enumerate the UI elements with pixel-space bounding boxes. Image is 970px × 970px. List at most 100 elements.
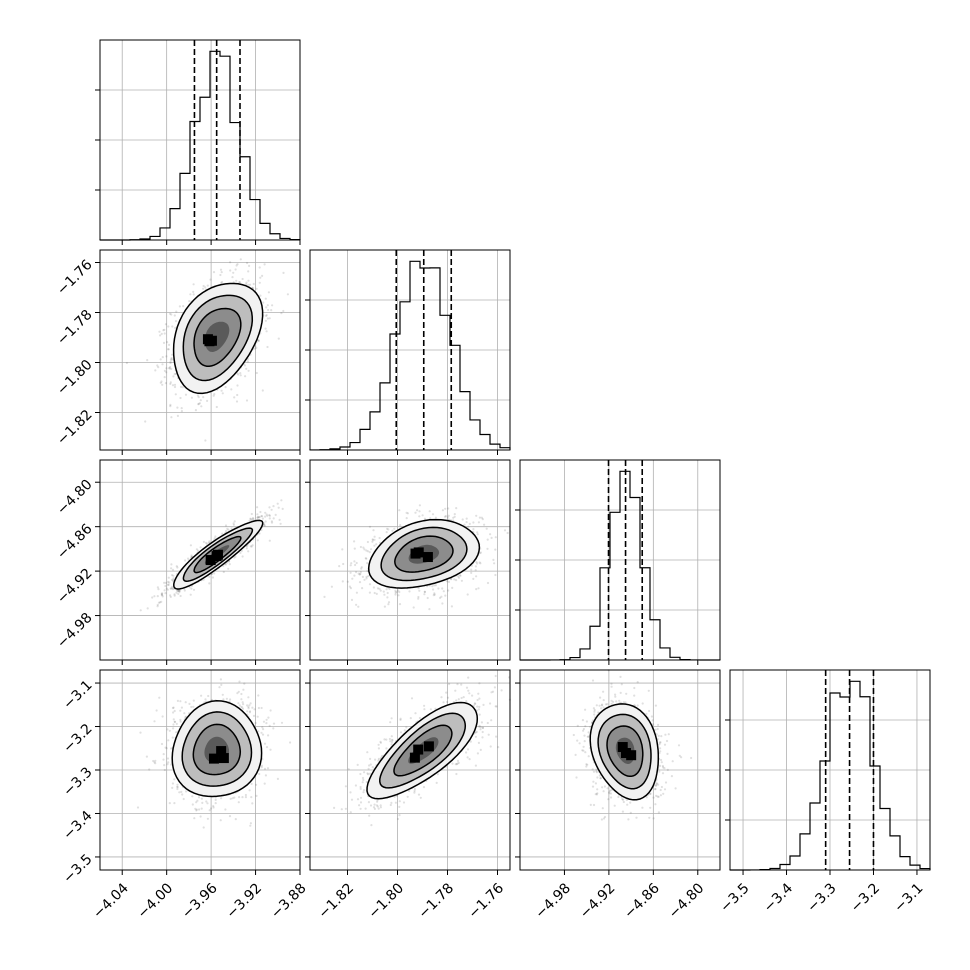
x-tick-label: −3.1 bbox=[891, 880, 926, 915]
scatter-point bbox=[171, 325, 174, 328]
scatter-point bbox=[227, 528, 230, 531]
scatter-point bbox=[219, 273, 222, 277]
scatter-point bbox=[125, 361, 128, 365]
scatter-point bbox=[161, 595, 164, 598]
scatter-point bbox=[489, 745, 492, 748]
y-tick-label: −4.98 bbox=[54, 610, 96, 652]
scatter-point bbox=[168, 312, 172, 315]
scatter-point bbox=[462, 696, 465, 699]
scatter-point bbox=[465, 521, 468, 524]
scatter-point bbox=[228, 560, 231, 563]
scatter-point bbox=[349, 811, 352, 814]
scatter-point bbox=[582, 749, 585, 752]
scatter-point bbox=[247, 283, 250, 286]
scatter-point bbox=[398, 603, 402, 606]
scatter-point bbox=[172, 375, 175, 378]
scatter-point bbox=[159, 358, 162, 361]
scatter-point bbox=[233, 796, 236, 799]
scatter-point bbox=[257, 515, 260, 519]
scatter-point bbox=[171, 782, 174, 785]
scatter-point bbox=[413, 791, 416, 794]
scatter-point bbox=[645, 796, 648, 799]
scatter-point bbox=[468, 692, 471, 695]
scatter-point bbox=[600, 707, 603, 710]
scatter-point bbox=[480, 721, 483, 724]
scatter-point bbox=[441, 602, 444, 605]
scatter-point bbox=[442, 701, 445, 704]
scatter-point bbox=[602, 706, 605, 709]
scatter-point bbox=[375, 804, 378, 807]
scatter-point bbox=[224, 808, 227, 811]
scatter-point bbox=[264, 297, 267, 300]
scatter-point bbox=[244, 796, 247, 799]
scatter-point bbox=[213, 572, 216, 575]
scatter-point bbox=[477, 741, 480, 745]
scatter-point bbox=[364, 807, 367, 810]
histogram-panel-1 bbox=[305, 249, 511, 455]
scatter-point bbox=[659, 750, 662, 753]
scatter-point bbox=[376, 587, 380, 590]
scatter-point bbox=[423, 590, 426, 594]
scatter-point bbox=[432, 588, 435, 591]
scatter-point bbox=[182, 797, 185, 801]
scatter-point bbox=[379, 804, 382, 807]
scatter-point bbox=[583, 740, 586, 743]
scatter-point bbox=[441, 587, 444, 590]
scatter-point bbox=[663, 743, 667, 746]
scatter-point bbox=[610, 796, 613, 799]
scatter-point bbox=[179, 720, 182, 723]
scatter-point bbox=[368, 814, 371, 817]
x-tick-label: −1.76 bbox=[465, 880, 507, 922]
scatter-point bbox=[451, 586, 454, 590]
scatter-point bbox=[610, 699, 613, 702]
scatter-point bbox=[636, 704, 639, 707]
scatter-point bbox=[170, 563, 173, 566]
scatter-point bbox=[192, 290, 195, 293]
scatter-point bbox=[268, 539, 271, 542]
scatter-point bbox=[583, 734, 586, 737]
scatter-panel-3-2: −4.98 −4.92 −4.86 −4.80 bbox=[515, 669, 721, 922]
scatter-point bbox=[664, 733, 667, 736]
scatter-point bbox=[587, 731, 590, 734]
scatter-point bbox=[376, 805, 379, 808]
scatter-point bbox=[353, 540, 356, 543]
scatter-point bbox=[171, 574, 174, 577]
scatter-point bbox=[180, 706, 183, 709]
scatter-point bbox=[375, 592, 378, 596]
scatter-point bbox=[659, 741, 662, 744]
scatter-point bbox=[276, 502, 279, 505]
scatter-point bbox=[265, 314, 268, 317]
scatter-point bbox=[239, 551, 242, 555]
scatter-point bbox=[258, 281, 261, 284]
scatter-point bbox=[173, 778, 176, 781]
scatter-point bbox=[245, 281, 248, 284]
scatter-point bbox=[222, 570, 225, 574]
scatter-point bbox=[654, 704, 658, 707]
scatter-point bbox=[456, 762, 459, 765]
scatter-point bbox=[603, 815, 607, 819]
scatter-point bbox=[373, 544, 376, 547]
scatter-point bbox=[493, 562, 496, 565]
scatter-point bbox=[357, 572, 360, 575]
scatter-point bbox=[272, 722, 276, 725]
scatter-point bbox=[263, 767, 267, 771]
scatter-point bbox=[213, 393, 216, 396]
scatter-point bbox=[220, 389, 223, 392]
y-tick-label: −3.4 bbox=[60, 808, 95, 843]
scatter-point bbox=[659, 794, 663, 797]
density-peak-cell bbox=[413, 547, 424, 558]
scatter-point bbox=[136, 806, 140, 809]
scatter-point bbox=[378, 536, 381, 540]
scatter-point bbox=[417, 793, 421, 796]
scatter-point bbox=[179, 396, 182, 400]
scatter-point bbox=[627, 818, 630, 821]
scatter-point bbox=[250, 512, 253, 516]
scatter-point bbox=[173, 383, 177, 386]
scatter-point bbox=[249, 702, 252, 705]
scatter-point bbox=[176, 414, 179, 417]
scatter-point bbox=[649, 792, 652, 796]
scatter-point bbox=[248, 704, 251, 707]
scatter-point bbox=[241, 707, 245, 710]
scatter-point bbox=[455, 772, 458, 776]
scatter-point bbox=[268, 514, 271, 517]
